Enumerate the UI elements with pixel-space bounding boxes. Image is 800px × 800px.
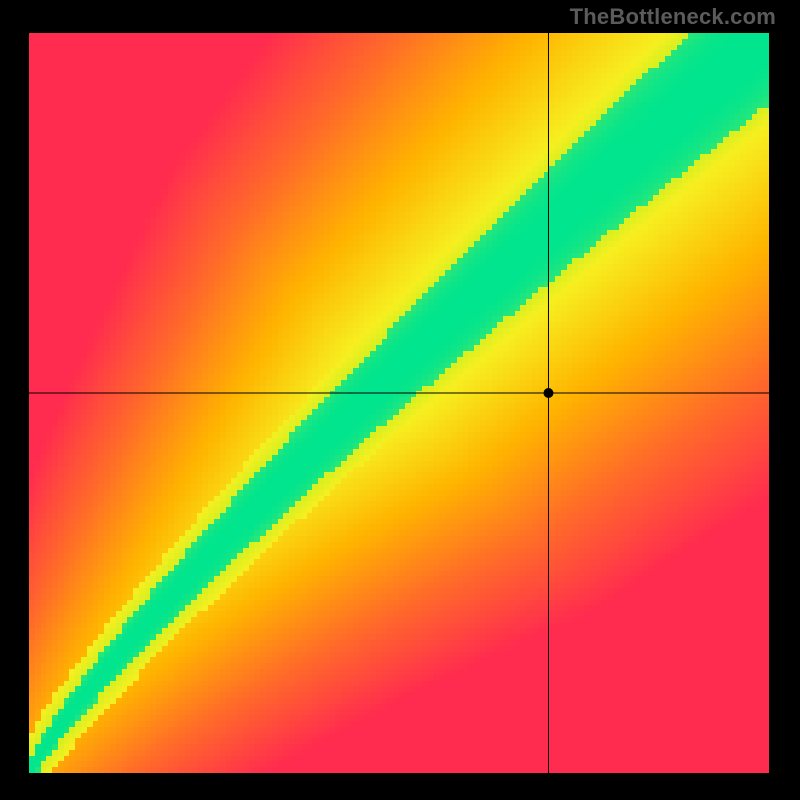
bottleneck-heatmap-canvas [29, 33, 769, 773]
attribution-text: TheBottleneck.com [570, 4, 776, 30]
